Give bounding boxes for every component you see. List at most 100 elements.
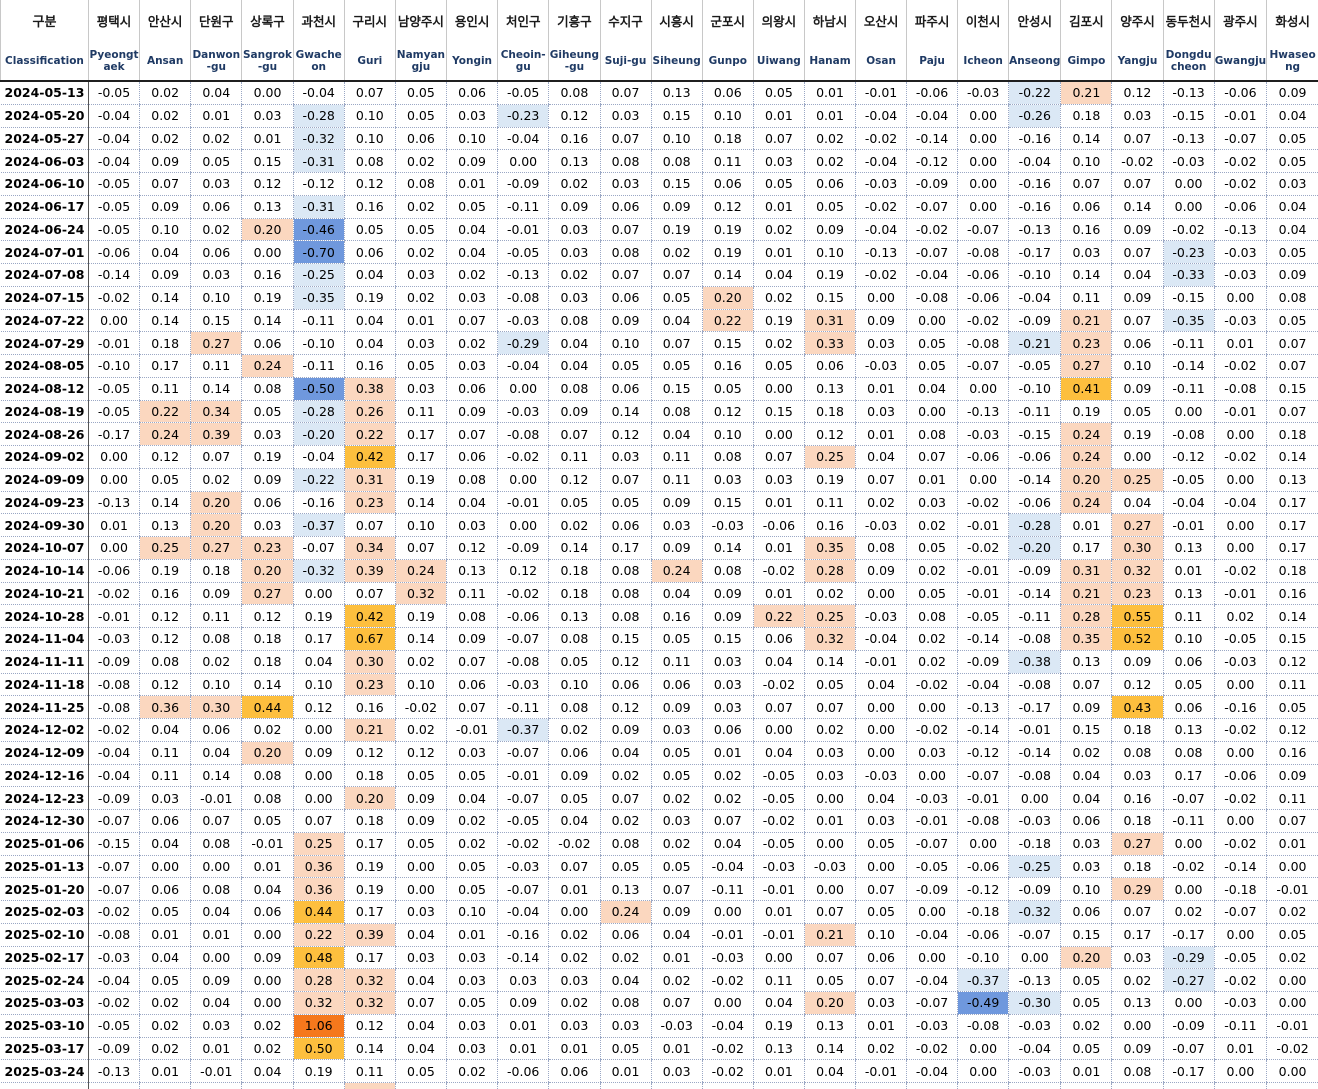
value-cell: 0.04 <box>548 354 601 378</box>
value-cell: 0.19 <box>752 1014 805 1038</box>
value-cell: -0.06 <box>957 445 1009 469</box>
value-cell: 0.09 <box>1111 650 1164 674</box>
value-cell: -0.03 <box>1213 240 1267 264</box>
value-cell: 0.02 <box>1111 968 1164 992</box>
value-cell: 0.03 <box>139 786 191 810</box>
value-cell: 0.15 <box>701 491 754 515</box>
value-cell: -0.15 <box>1162 286 1215 310</box>
table-row: 2024-07-29 -0.01 0.18 0.27 0.06 -0.10 0.04 0.03… <box>0 331 1318 355</box>
value-cell: -0.08 <box>1008 627 1061 651</box>
value-cell: 0.02 <box>752 331 805 355</box>
value-cell: -0.09 <box>1162 1014 1215 1038</box>
value-cell: 0.18 <box>343 809 396 833</box>
value-cell: 0.30 <box>343 650 396 674</box>
value-cell: 0.06 <box>701 718 754 742</box>
value-cell: 0.00 <box>1060 1082 1112 1089</box>
table-row: 2025-03-17 -0.09 0.02 0.01 0.02 0.50 0.14 0.04 0… <box>0 1037 1318 1061</box>
value-cell: 0.16 <box>241 263 294 287</box>
value-cell: 0.03 <box>548 218 601 242</box>
value-cell: 0.03 <box>650 1059 703 1083</box>
value-cell: 0.15 <box>752 400 805 424</box>
value-cell: 0.09 <box>855 309 907 333</box>
column-header-english: Gimpo <box>1060 41 1112 82</box>
value-cell: -0.01 <box>497 218 549 242</box>
value-cell: 0.01 <box>446 172 498 196</box>
value-cell: 0.14 <box>701 263 754 287</box>
column-header-korean: 의왕시 <box>752 0 805 41</box>
value-cell: 0.07 <box>1060 172 1112 196</box>
value-cell: 0.05 <box>803 673 856 697</box>
value-cell: 0.05 <box>599 354 652 378</box>
value-cell: -0.07 <box>1162 1037 1215 1061</box>
value-cell: -0.04 <box>855 218 907 242</box>
value-cell: 0.00 <box>139 855 191 879</box>
value-cell: -0.32 <box>1008 900 1061 924</box>
value-cell: 0.00 <box>1111 1014 1164 1038</box>
value-cell: 0.22 <box>139 400 191 424</box>
value-cell: 0.02 <box>1266 946 1318 970</box>
value-cell: -0.15 <box>87 832 140 856</box>
value-cell: 0.44 <box>241 695 294 719</box>
value-cell: -0.17 <box>1162 923 1215 947</box>
value-cell: 0.02 <box>752 218 805 242</box>
value-cell: 0.07 <box>599 263 652 287</box>
value-cell: 0.15 <box>241 149 294 173</box>
table-row: 2025-03-31-0.030.030.050.020.170.210.040… <box>0 1082 1318 1089</box>
value-cell: 0.19 <box>394 604 447 628</box>
value-cell: 0.05 <box>446 195 498 219</box>
value-cell: 0.01 <box>241 855 294 879</box>
value-cell: 0.00 <box>1162 1082 1215 1089</box>
table-row: 2024-11-18 -0.08 0.12 0.10 0.14 0.10 0.23 0.10 0… <box>0 673 1318 697</box>
value-cell: 0.01 <box>1213 1082 1267 1089</box>
value-cell: 0.02 <box>139 1014 191 1038</box>
value-cell: -0.31 <box>292 195 345 219</box>
value-cell: -0.01 <box>957 786 1009 810</box>
value-cell: 0.04 <box>650 582 703 606</box>
value-cell: 0.07 <box>752 695 805 719</box>
value-cell: 0.00 <box>957 1059 1009 1083</box>
value-cell: -0.14 <box>1008 582 1061 606</box>
value-cell: 0.02 <box>1266 900 1318 924</box>
value-cell: 0.01 <box>139 923 191 947</box>
value-cell: 0.00 <box>241 240 294 264</box>
value-cell: 0.04 <box>1266 195 1318 219</box>
value-cell: 0.14 <box>241 673 294 697</box>
row-date: 2024-09-09 <box>0 468 89 492</box>
row-date: 2024-11-04 <box>0 627 89 651</box>
value-cell: 0.12 <box>599 695 652 719</box>
value-cell: -0.10 <box>1008 377 1061 401</box>
column-header-english: Gwache on <box>292 41 345 82</box>
value-cell: 0.07 <box>343 582 396 606</box>
value-cell: 0.05 <box>650 741 703 765</box>
value-cell: 0.04 <box>292 650 345 674</box>
value-cell: 0.13 <box>241 195 294 219</box>
value-cell: 0.08 <box>446 604 498 628</box>
table-row: 2024-06-10 -0.05 0.07 0.03 0.12 -0.12 0.12 0.08… <box>0 172 1318 196</box>
value-cell: 0.02 <box>548 513 601 537</box>
value-cell: 0.01 <box>548 1037 601 1061</box>
column-header-english: Guri <box>343 41 396 82</box>
value-cell: 0.02 <box>906 559 958 583</box>
row-date: 2025-03-10 <box>0 1014 89 1038</box>
value-cell: -0.02 <box>957 309 1009 333</box>
column-header-english: Osan <box>855 41 907 82</box>
value-cell: 0.09 <box>394 786 447 810</box>
value-cell: 0.09 <box>599 309 652 333</box>
value-cell: -0.22 <box>292 468 345 492</box>
value-cell: 0.05 <box>906 354 958 378</box>
value-cell: -0.05 <box>1162 468 1215 492</box>
value-cell: -0.08 <box>957 240 1009 264</box>
value-cell: 0.06 <box>139 877 191 901</box>
value-cell: 0.02 <box>394 149 447 173</box>
value-cell: 0.00 <box>292 718 345 742</box>
column-header-korean: 상록구 <box>241 0 294 41</box>
value-cell: -0.03 <box>87 627 140 651</box>
column-header-english: Anseong <box>1008 41 1061 82</box>
value-cell: -0.05 <box>87 400 140 424</box>
value-cell: 0.02 <box>548 923 601 947</box>
value-cell: -0.01 <box>855 650 907 674</box>
value-cell: 0.21 <box>343 1082 396 1089</box>
value-cell: -0.08 <box>1008 673 1061 697</box>
value-cell: 0.05 <box>752 81 805 105</box>
